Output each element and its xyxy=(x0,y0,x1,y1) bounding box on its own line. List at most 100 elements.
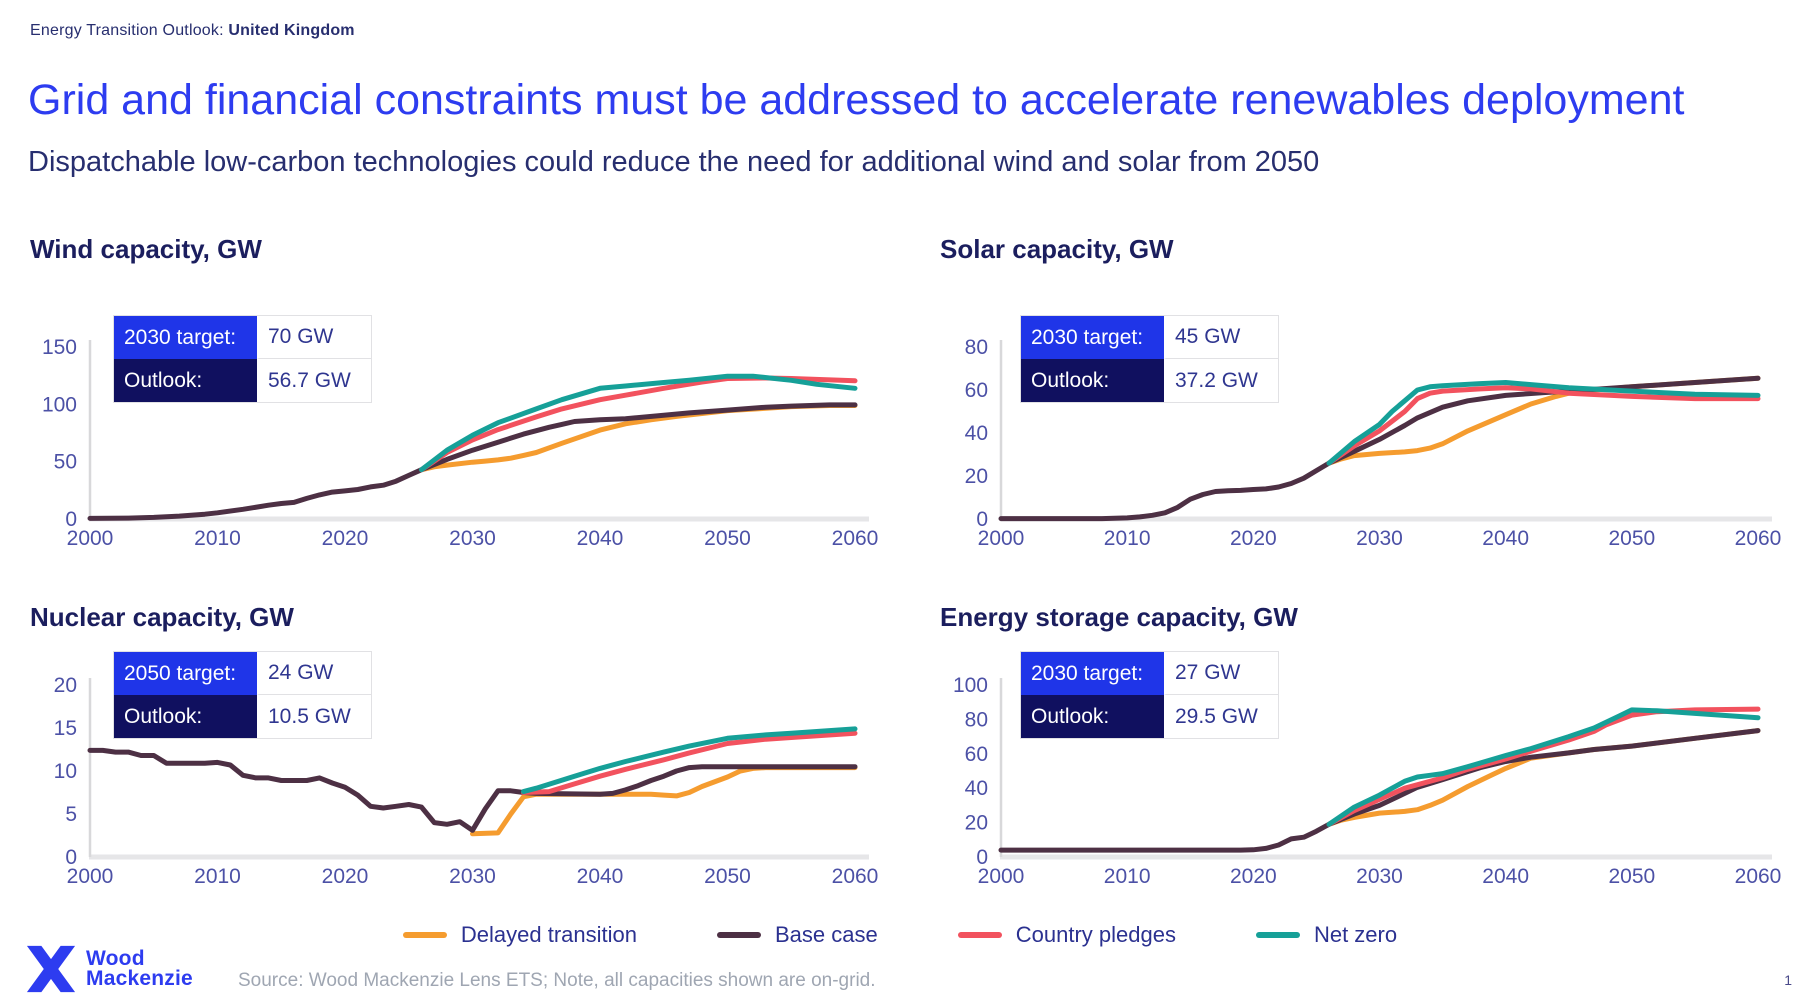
base-case-swatch-icon xyxy=(717,932,761,938)
svg-text:2050: 2050 xyxy=(704,865,751,888)
delayed-transition-swatch-icon xyxy=(402,932,447,938)
storage-target-value: 27 GW xyxy=(1164,652,1278,695)
svg-text:2010: 2010 xyxy=(1104,865,1151,888)
svg-text:2010: 2010 xyxy=(194,865,241,888)
wind-target-label: 2030 target: xyxy=(114,316,257,359)
svg-text:2000: 2000 xyxy=(978,527,1025,550)
chart-legend: Delayed transition Base case Country ple… xyxy=(0,922,1800,948)
solar-chart-title: Solar capacity, GW xyxy=(940,234,1174,264)
svg-text:5: 5 xyxy=(65,803,77,826)
solar-outlook-value: 37.2 GW xyxy=(1164,359,1278,402)
eyebrow-region: United Kingdom xyxy=(228,22,355,39)
svg-text:40: 40 xyxy=(965,777,988,800)
source-note: Source: Wood Mackenzie Lens ETS; Note, a… xyxy=(238,970,876,991)
logo-line-1: Wood xyxy=(86,947,145,971)
legend-item-net-zero: Net zero xyxy=(1255,922,1398,948)
wind-outlook-label: Outlook: xyxy=(114,359,257,402)
net-zero-swatch-icon xyxy=(1255,932,1300,938)
svg-text:0: 0 xyxy=(976,846,988,869)
svg-text:2060: 2060 xyxy=(1735,527,1782,550)
svg-text:2040: 2040 xyxy=(1482,527,1529,550)
legend-item-delayed-transition: Delayed transition xyxy=(402,922,637,948)
svg-text:20: 20 xyxy=(965,812,988,835)
nuclear-outlook-value: 10.5 GW xyxy=(257,695,371,738)
legend-label: Base case xyxy=(775,922,878,947)
svg-text:2040: 2040 xyxy=(1482,865,1529,888)
svg-text:2050: 2050 xyxy=(704,527,751,550)
legend-item-base-case: Base case xyxy=(717,922,878,948)
wood-mackenzie-logo-text: Wood Mackenzie xyxy=(86,947,193,990)
svg-text:0: 0 xyxy=(65,508,77,531)
energy-storage-chart-title: Energy storage capacity, GW xyxy=(940,602,1298,632)
svg-text:40: 40 xyxy=(965,422,988,445)
storage-target-label: 2030 target: xyxy=(1021,652,1164,695)
svg-text:20: 20 xyxy=(965,465,988,488)
nuclear-target-label: 2050 target: xyxy=(114,652,257,695)
svg-text:2010: 2010 xyxy=(194,527,241,550)
svg-text:2060: 2060 xyxy=(1735,865,1782,888)
storage-outlook-label: Outlook: xyxy=(1021,695,1164,738)
svg-text:50: 50 xyxy=(54,451,77,474)
svg-text:2020: 2020 xyxy=(1230,527,1277,550)
wind-outlook-value: 56.7 GW xyxy=(257,359,371,402)
svg-text:100: 100 xyxy=(42,393,77,416)
svg-text:2020: 2020 xyxy=(1230,865,1277,888)
solar-outlook-label: Outlook: xyxy=(1021,359,1164,402)
logo-line-2: Mackenzie xyxy=(86,967,193,990)
storage-target-callout: 2030 target: 27 GW Outlook: 29.5 GW xyxy=(1020,651,1279,739)
legend-label: Net zero xyxy=(1313,922,1398,947)
svg-text:2060: 2060 xyxy=(832,865,879,888)
svg-text:2020: 2020 xyxy=(322,527,369,550)
svg-text:2000: 2000 xyxy=(67,865,114,888)
storage-outlook-value: 29.5 GW xyxy=(1164,695,1278,738)
page-title: Grid and financial constraints must be a… xyxy=(28,76,1685,124)
svg-text:2030: 2030 xyxy=(1356,865,1403,888)
svg-text:60: 60 xyxy=(965,379,988,402)
legend-label: Country pledges xyxy=(1015,922,1176,947)
svg-text:2000: 2000 xyxy=(67,527,114,550)
svg-text:2060: 2060 xyxy=(832,527,879,550)
svg-text:100: 100 xyxy=(953,674,988,697)
nuclear-target-callout: 2050 target: 24 GW Outlook: 10.5 GW xyxy=(113,651,372,739)
page-subtitle: Dispatchable low-carbon technologies cou… xyxy=(28,146,1320,178)
wind-chart-title: Wind capacity, GW xyxy=(30,234,262,264)
wind-capacity-chart: 0 50 100 150 2000 2010 2020 2030 2040 2050 2060 xyxy=(42,336,879,550)
svg-text:2040: 2040 xyxy=(577,527,624,550)
wind-target-callout: 2030 target: 70 GW Outlook: 56.7 GW xyxy=(113,315,372,403)
energy-storage-capacity-panel: 0 20 40 60 80 100 2000 2010 2020 2030 2040 2050 2060… xyxy=(930,600,1790,900)
wood-mackenzie-logo: Wood Mackenzie xyxy=(25,944,193,994)
legend-item-country-pledges: Country pledges xyxy=(957,922,1176,948)
svg-text:15: 15 xyxy=(54,717,77,740)
svg-text:2040: 2040 xyxy=(577,865,624,888)
svg-text:2030: 2030 xyxy=(449,865,496,888)
solar-target-label: 2030 target: xyxy=(1021,316,1164,359)
svg-text:2050: 2050 xyxy=(1608,527,1655,550)
wind-target-value: 70 GW xyxy=(257,316,371,359)
country-pledges-swatch-icon xyxy=(957,932,1002,938)
svg-text:0: 0 xyxy=(976,508,988,531)
solar-target-value: 45 GW xyxy=(1164,316,1278,359)
nuclear-capacity-panel: 0 5 10 15 20 2000 2010 2020 2030 2040 2050 2060 Nuc… xyxy=(20,600,880,900)
svg-text:2050: 2050 xyxy=(1608,865,1655,888)
eyebrow: Energy Transition Outlook: United Kingdo… xyxy=(30,22,355,40)
nuclear-chart-title: Nuclear capacity, GW xyxy=(30,602,294,632)
svg-text:2010: 2010 xyxy=(1104,527,1151,550)
svg-text:80: 80 xyxy=(965,708,988,731)
legend-label: Delayed transition xyxy=(460,922,637,947)
wood-mackenzie-logo-icon xyxy=(26,945,76,993)
wind-capacity-panel: 0 50 100 150 2000 2010 2020 2030 2040 2050 2060 Wi… xyxy=(20,232,880,562)
svg-text:2030: 2030 xyxy=(1356,527,1403,550)
eyebrow-prefix: Energy Transition Outlook: xyxy=(30,22,229,39)
solar-target-callout: 2030 target: 45 GW Outlook: 37.2 GW xyxy=(1020,315,1279,403)
svg-text:80: 80 xyxy=(965,336,988,359)
svg-text:2020: 2020 xyxy=(322,865,369,888)
nuclear-outlook-label: Outlook: xyxy=(114,695,257,738)
svg-text:0: 0 xyxy=(65,846,77,869)
svg-text:150: 150 xyxy=(42,336,77,359)
svg-text:10: 10 xyxy=(54,760,77,783)
svg-text:60: 60 xyxy=(965,743,988,766)
solar-capacity-panel: 0 20 40 60 80 2000 2010 2020 2030 2040 2050 2060 So… xyxy=(930,232,1790,562)
